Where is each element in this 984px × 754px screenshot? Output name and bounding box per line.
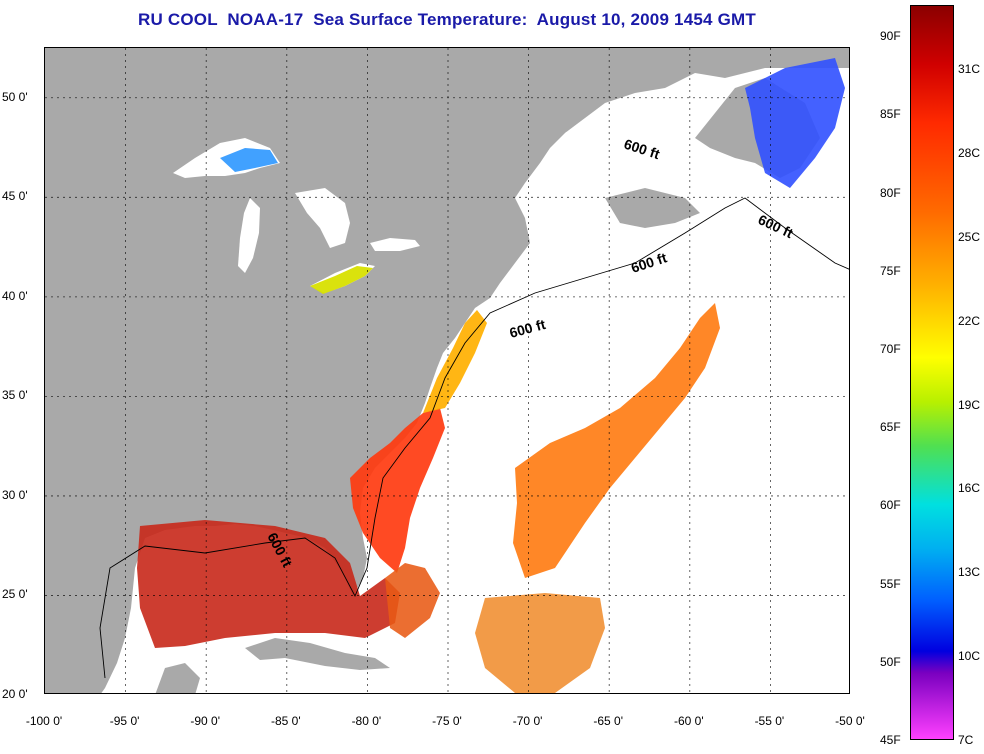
map-canvas: 600 ft 600 ft 600 ft 600 ft 600 ft	[45, 48, 849, 693]
colorbar-f-label: 60F	[880, 498, 901, 513]
colorbar-c-label: 28C	[958, 146, 981, 161]
colorbar-c-label: 16C	[958, 481, 981, 496]
x-tick-label: -90 0'	[190, 714, 221, 728]
y-tick-label: 45 0'	[2, 189, 28, 204]
sst-labrador	[745, 58, 845, 188]
y-tick-label: 50 0'	[2, 89, 28, 104]
sst-gulf-of-mexico	[137, 520, 400, 648]
x-tick-label: -60 0'	[673, 714, 704, 728]
x-tick-label: -65 0'	[593, 714, 624, 728]
y-tick-label: 25 0'	[2, 587, 28, 602]
colorbar-f-label: 90F	[880, 29, 901, 44]
contour-label: 600 ft	[629, 249, 669, 276]
colorbar-c-label: 19C	[958, 397, 981, 412]
x-tick-label: -75 0'	[432, 714, 462, 728]
sst-erie	[310, 266, 373, 294]
yucatan	[155, 663, 200, 693]
y-tick-label: 20 0'	[2, 687, 28, 701]
sst-south-atlantic	[475, 593, 605, 693]
x-tick-label: -80 0'	[351, 714, 382, 728]
colorbar-f-label: 80F	[880, 185, 901, 200]
nova-scotia	[605, 188, 700, 228]
colorbar-c-label: 13C	[958, 565, 981, 580]
depth-contour-600ft	[99, 197, 849, 679]
colorbar-f-label: 75F	[880, 263, 901, 278]
y-tick-label: 40 0'	[2, 288, 28, 303]
x-tick-label: -100 0'	[25, 714, 63, 728]
map-title: RU COOL NOAA-17 Sea Surface Temperature:…	[138, 10, 756, 29]
colorbar-c-label: 31C	[958, 62, 981, 77]
colorbar-f-label: 55F	[880, 576, 901, 591]
sst-sargasso-east	[513, 303, 720, 578]
contour-label: 600 ft	[756, 211, 796, 241]
x-tick-label: -95 0'	[109, 714, 140, 728]
colorbar-f-label: 45F	[880, 733, 901, 747]
sst-bahamas	[385, 563, 440, 638]
x-tick-label: -85 0'	[270, 714, 301, 728]
gulf-st-lawrence	[565, 98, 735, 203]
colorbar-c-label: 7C	[958, 733, 974, 747]
lake-huron	[295, 188, 350, 248]
y-tick-label: 30 0'	[2, 487, 28, 502]
colorbar-f-label: 85F	[880, 107, 901, 122]
contour-label: 600 ft	[508, 316, 548, 341]
graticule	[45, 48, 849, 693]
x-tick-label: -55 0'	[754, 714, 785, 728]
x-tick-label: -50 0'	[835, 714, 865, 728]
cuba	[245, 638, 390, 670]
x-tick-label: -70 0'	[512, 714, 543, 728]
colorbar-f-label: 65F	[880, 420, 901, 435]
lake-michigan	[238, 198, 260, 273]
colorbar-f-label: 70F	[880, 342, 901, 357]
colorbar-c-label: 25C	[958, 229, 981, 244]
sst-superior	[220, 148, 278, 172]
colorbar-c-label: 10C	[958, 649, 981, 664]
colorbar-f-label: 50F	[880, 654, 901, 669]
colorbar-c-label: 22C	[958, 313, 981, 328]
lake-ontario	[370, 238, 420, 251]
y-tick-label: 35 0'	[2, 388, 28, 403]
sst-gulf-stream	[350, 408, 445, 573]
sst-map[interactable]: 600 ft 600 ft 600 ft 600 ft 600 ft	[44, 47, 850, 694]
temperature-colorbar	[910, 5, 954, 740]
